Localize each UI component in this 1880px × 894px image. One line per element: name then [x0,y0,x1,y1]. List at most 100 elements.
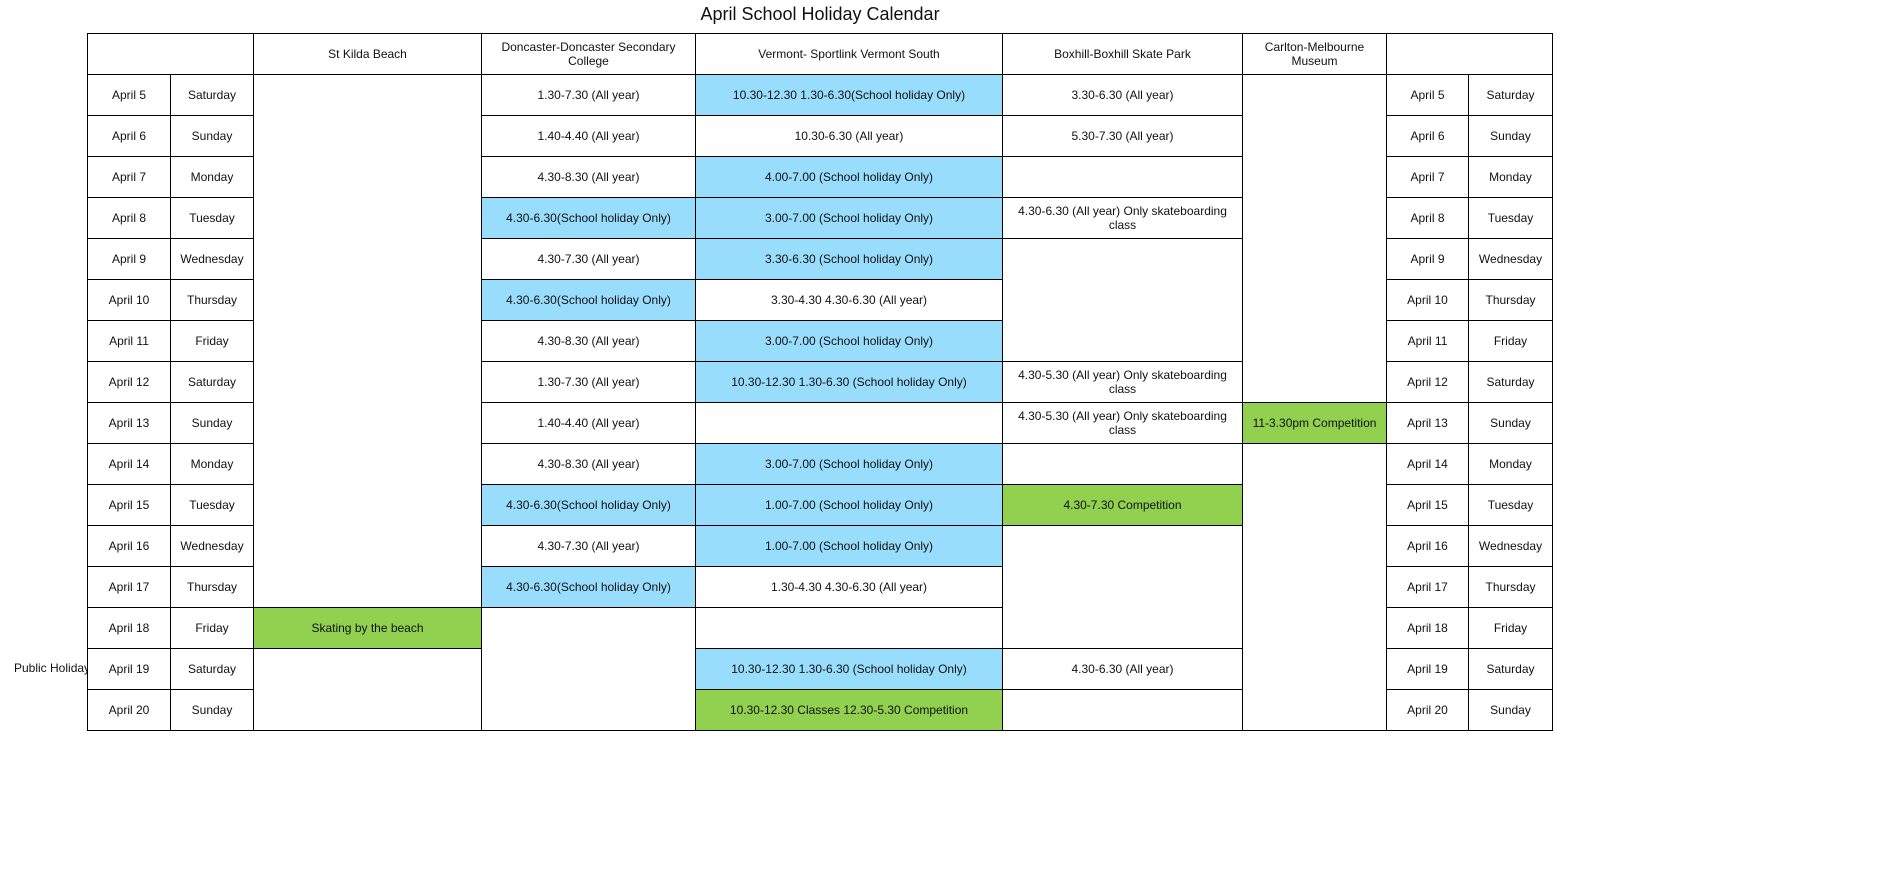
schedule-cell: 5.30-7.30 (All year) [1002,115,1243,157]
day-cell: Saturday [1468,648,1553,690]
venue-header: Vermont- Sportlink Vermont South [695,33,1003,75]
date-cell: April 12 [87,361,171,403]
schedule-cell: 1.30-4.30 4.30-6.30 (All year) [695,566,1003,608]
schedule-cell: 1.00-7.00 (School holiday Only) [695,525,1003,567]
date-cell: April 10 [87,279,171,321]
venue-header: Carlton-Melbourne Museum [1242,33,1387,75]
day-cell: Monday [1468,156,1553,198]
empty-cell [1242,443,1387,731]
date-cell: April 5 [1386,74,1469,116]
schedule-cell: 3.00-7.00 (School holiday Only) [695,320,1003,362]
day-cell: Saturday [1468,361,1553,403]
date-cell: April 18 [1386,607,1469,649]
schedule-cell: 4.30-8.30 (All year) [481,320,696,362]
day-cell: Thursday [1468,279,1553,321]
schedule-cell: 4.30-6.30(School holiday Only) [481,566,696,608]
day-cell: Thursday [1468,566,1553,608]
date-cell: April 15 [87,484,171,526]
day-cell: Monday [170,443,254,485]
day-cell: Monday [170,156,254,198]
schedule-cell: 10.30-12.30 1.30-6.30 (School holiday On… [695,361,1003,403]
date-cell: April 18 [87,607,171,649]
date-cell: April 13 [87,402,171,444]
empty-cell [253,74,482,608]
schedule-cell: 1.30-7.30 (All year) [481,361,696,403]
venue-header: Boxhill-Boxhill Skate Park [1002,33,1243,75]
schedule-cell: 10.30-6.30 (All year) [695,115,1003,157]
day-cell: Saturday [1468,74,1553,116]
date-cell: April 11 [1386,320,1469,362]
schedule-cell: 3.00-7.00 (School holiday Only) [695,197,1003,239]
day-cell: Sunday [1468,689,1553,731]
date-cell: April 16 [1386,525,1469,567]
date-cell: April 19 [1386,648,1469,690]
day-cell: Sunday [170,402,254,444]
day-cell: Saturday [170,74,254,116]
empty-cell [1002,238,1243,362]
empty-cell [1002,525,1243,649]
date-cell: April 8 [87,197,171,239]
day-cell: Saturday [170,648,254,690]
date-cell: April 16 [87,525,171,567]
schedule-cell: 4.30-6.30(School holiday Only) [481,279,696,321]
date-cell: April 5 [87,74,171,116]
date-cell: April 9 [87,238,171,280]
day-cell: Tuesday [1468,484,1553,526]
public-holiday-note: Public Holiday [14,661,91,675]
day-cell: Wednesday [170,238,254,280]
page-title: April School Holiday Calendar [700,4,940,24]
schedule-cell: 4.30-5.30 (All year) Only skateboarding … [1002,402,1243,444]
date-cell: April 9 [1386,238,1469,280]
empty-cell [481,607,696,731]
day-cell: Sunday [1468,402,1553,444]
schedule-cell: 4.30-6.30(School holiday Only) [481,484,696,526]
empty-cell [1242,74,1387,403]
schedule-cell: 10.30-12.30 1.30-6.30(School holiday Onl… [695,74,1003,116]
day-cell: Saturday [170,361,254,403]
day-cell: Tuesday [170,484,254,526]
date-cell: April 14 [87,443,171,485]
date-cell: April 6 [1386,115,1469,157]
venue-header: St Kilda Beach [253,33,482,75]
schedule-cell: 10.30-12.30 Classes 12.30-5.30 Competiti… [695,689,1003,731]
date-cell: April 12 [1386,361,1469,403]
date-cell: April 20 [87,689,171,731]
date-cell: April 17 [87,566,171,608]
day-cell: Sunday [1468,115,1553,157]
schedule-cell: 4.30-7.30 (All year) [481,525,696,567]
date-cell: April 15 [1386,484,1469,526]
empty-cell [695,607,1003,649]
date-cell: April 6 [87,115,171,157]
day-cell: Wednesday [1468,525,1553,567]
empty-cell [1002,689,1243,731]
schedule-cell: 11-3.30pm Competition [1242,402,1387,444]
schedule-cell: 4.30-6.30 (All year) Only skateboarding … [1002,197,1243,239]
schedule-cell: 10.30-12.30 1.30-6.30 (School holiday On… [695,648,1003,690]
header-blank-left [87,33,254,75]
day-cell: Friday [170,320,254,362]
header-blank-right [1386,33,1553,75]
date-cell: April 11 [87,320,171,362]
schedule-cell: 3.00-7.00 (School holiday Only) [695,443,1003,485]
schedule-cell: 4.30-5.30 (All year) Only skateboarding … [1002,361,1243,403]
date-cell: April 17 [1386,566,1469,608]
schedule-cell: 4.30-8.30 (All year) [481,156,696,198]
schedule-cell: 4.30-6.30(School holiday Only) [481,197,696,239]
date-cell: April 7 [87,156,171,198]
schedule-cell: Skating by the beach [253,607,482,649]
schedule-cell: 3.30-6.30 (School holiday Only) [695,238,1003,280]
day-cell: Friday [1468,320,1553,362]
schedule-cell: 4.30-7.30 (All year) [481,238,696,280]
day-cell: Wednesday [170,525,254,567]
schedule-cell: 4.30-8.30 (All year) [481,443,696,485]
empty-cell [1002,443,1243,485]
day-cell: Thursday [170,279,254,321]
date-cell: April 7 [1386,156,1469,198]
schedule-cell: 1.00-7.00 (School holiday Only) [695,484,1003,526]
schedule-cell: 3.30-6.30 (All year) [1002,74,1243,116]
schedule-cell: 4.30-6.30 (All year) [1002,648,1243,690]
schedule-cell: 3.30-4.30 4.30-6.30 (All year) [695,279,1003,321]
day-cell: Monday [1468,443,1553,485]
day-cell: Sunday [170,115,254,157]
schedule-cell: 4.30-7.30 Competition [1002,484,1243,526]
